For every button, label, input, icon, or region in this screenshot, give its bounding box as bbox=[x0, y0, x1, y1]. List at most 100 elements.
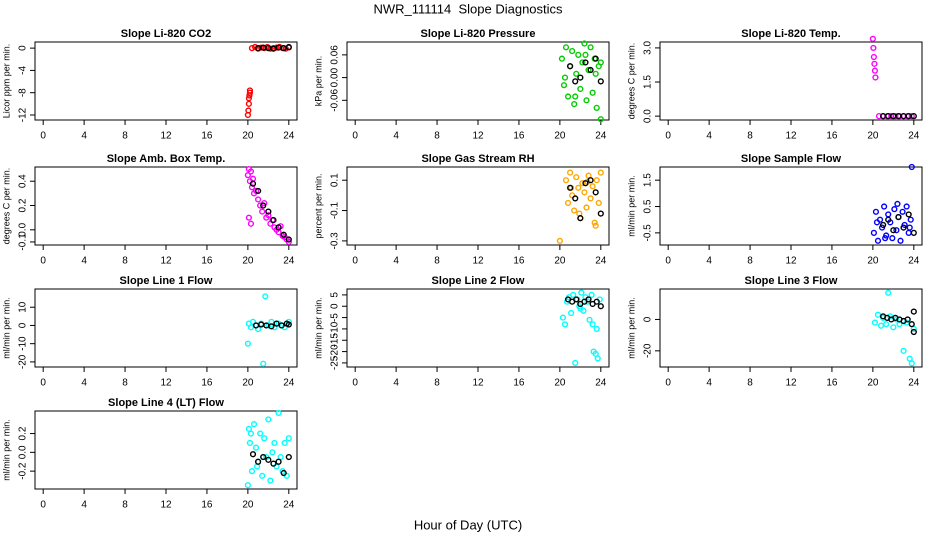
x-tick-label: 24 bbox=[908, 256, 920, 267]
data-point bbox=[577, 85, 584, 93]
data-point bbox=[885, 211, 892, 218]
x-tick-label: 16 bbox=[201, 256, 213, 267]
data-point bbox=[897, 237, 904, 244]
data-point bbox=[587, 195, 594, 202]
panel-title: Slope Line 2 Flow bbox=[432, 275, 525, 287]
y-tick-label: -20 bbox=[330, 344, 341, 359]
data-point bbox=[597, 303, 604, 310]
x-tick-label: 24 bbox=[908, 378, 920, 389]
data-point bbox=[894, 200, 901, 207]
data-point bbox=[587, 177, 594, 184]
data-point bbox=[259, 208, 266, 215]
data-point bbox=[558, 55, 566, 62]
y-tick-label: 0.2 bbox=[18, 198, 29, 212]
x-tick-label: 8 bbox=[434, 256, 440, 267]
data-point bbox=[910, 328, 917, 336]
data-point bbox=[579, 180, 586, 187]
x-tick-label: 0 bbox=[352, 256, 358, 267]
x-tick-label: 16 bbox=[513, 378, 525, 389]
data-point bbox=[885, 216, 892, 223]
x-tick-label: 20 bbox=[242, 256, 254, 267]
data-point bbox=[589, 321, 596, 328]
x-tick-label: 8 bbox=[747, 378, 753, 389]
data-point bbox=[582, 59, 589, 66]
data-point bbox=[581, 189, 588, 196]
x-tick-label: 12 bbox=[785, 131, 797, 142]
data-point bbox=[877, 322, 885, 329]
x-tick-label: 24 bbox=[595, 131, 607, 142]
x-tick-label: 20 bbox=[554, 378, 566, 389]
data-point bbox=[597, 116, 604, 123]
x-tick-label: 20 bbox=[867, 131, 879, 142]
data-point bbox=[268, 323, 275, 330]
data-point bbox=[581, 40, 588, 47]
x-tick-label: 8 bbox=[747, 256, 753, 267]
x-tick-label: 8 bbox=[122, 500, 128, 511]
data-point bbox=[285, 43, 292, 51]
data-point bbox=[593, 298, 600, 305]
data-point bbox=[569, 192, 576, 199]
data-point bbox=[246, 87, 254, 94]
data-point bbox=[285, 238, 292, 246]
data-point bbox=[904, 316, 911, 323]
data-point bbox=[903, 319, 910, 326]
data-point bbox=[874, 237, 882, 244]
data-point bbox=[910, 113, 917, 120]
y-axis-label: ml/min per min. bbox=[1, 419, 11, 481]
x-tick-label: 4 bbox=[393, 378, 399, 389]
x-tick-label: 0 bbox=[665, 256, 671, 267]
x-tick-label: 16 bbox=[826, 131, 838, 142]
y-tick-label: 5 bbox=[330, 292, 341, 298]
data-point bbox=[265, 322, 272, 329]
x-tick-label: 0 bbox=[40, 378, 46, 389]
y-tick-label: 0.0 bbox=[643, 109, 654, 123]
data-point bbox=[582, 180, 589, 187]
data-point bbox=[881, 203, 888, 210]
y-axis-label: kPa per min. bbox=[313, 56, 323, 107]
data-point bbox=[583, 204, 590, 211]
data-point bbox=[568, 309, 575, 317]
y-tick-label: -25 bbox=[330, 355, 341, 370]
data-point bbox=[260, 453, 267, 461]
data-point bbox=[908, 163, 915, 171]
plot-frame bbox=[659, 166, 923, 246]
data-point bbox=[246, 89, 254, 96]
data-point bbox=[871, 319, 879, 326]
x-tick-label: 12 bbox=[785, 378, 797, 389]
x-tick-label: 12 bbox=[160, 378, 172, 389]
data-point bbox=[597, 78, 604, 85]
y-axis-label: Licor ppm per min. bbox=[1, 44, 11, 119]
data-point bbox=[582, 51, 589, 58]
data-point bbox=[888, 113, 895, 120]
data-point bbox=[870, 229, 877, 236]
y-tick-label: -8 bbox=[18, 88, 29, 97]
x-tick-label: 24 bbox=[283, 500, 295, 511]
x-tick-label: 4 bbox=[81, 500, 87, 511]
data-point bbox=[575, 51, 582, 58]
data-point bbox=[567, 63, 574, 70]
data-point bbox=[880, 221, 887, 229]
x-tick-label: 20 bbox=[242, 500, 254, 511]
data-point bbox=[275, 458, 282, 465]
data-point bbox=[573, 174, 580, 181]
data-point bbox=[244, 172, 251, 179]
y-tick-label: -20 bbox=[643, 343, 654, 358]
y-axis-label: degrees C per min. bbox=[626, 43, 636, 120]
x-tick-label: 8 bbox=[747, 131, 753, 142]
data-point bbox=[257, 430, 264, 437]
y-tick-label: -0.1 bbox=[330, 201, 341, 219]
x-tick-label: 4 bbox=[706, 131, 712, 142]
y-axis-label: degrees C per min. bbox=[1, 168, 11, 245]
x-tick-label: 12 bbox=[472, 378, 484, 389]
y-tick-label: 1.5 bbox=[643, 173, 654, 187]
data-point bbox=[556, 237, 563, 245]
data-point bbox=[273, 320, 280, 327]
data-point bbox=[267, 477, 274, 484]
data-point bbox=[260, 360, 267, 367]
x-tick-label: 8 bbox=[434, 378, 440, 389]
data-point bbox=[885, 289, 892, 296]
data-point bbox=[258, 44, 265, 51]
data-point bbox=[255, 196, 262, 203]
data-point bbox=[248, 184, 256, 191]
